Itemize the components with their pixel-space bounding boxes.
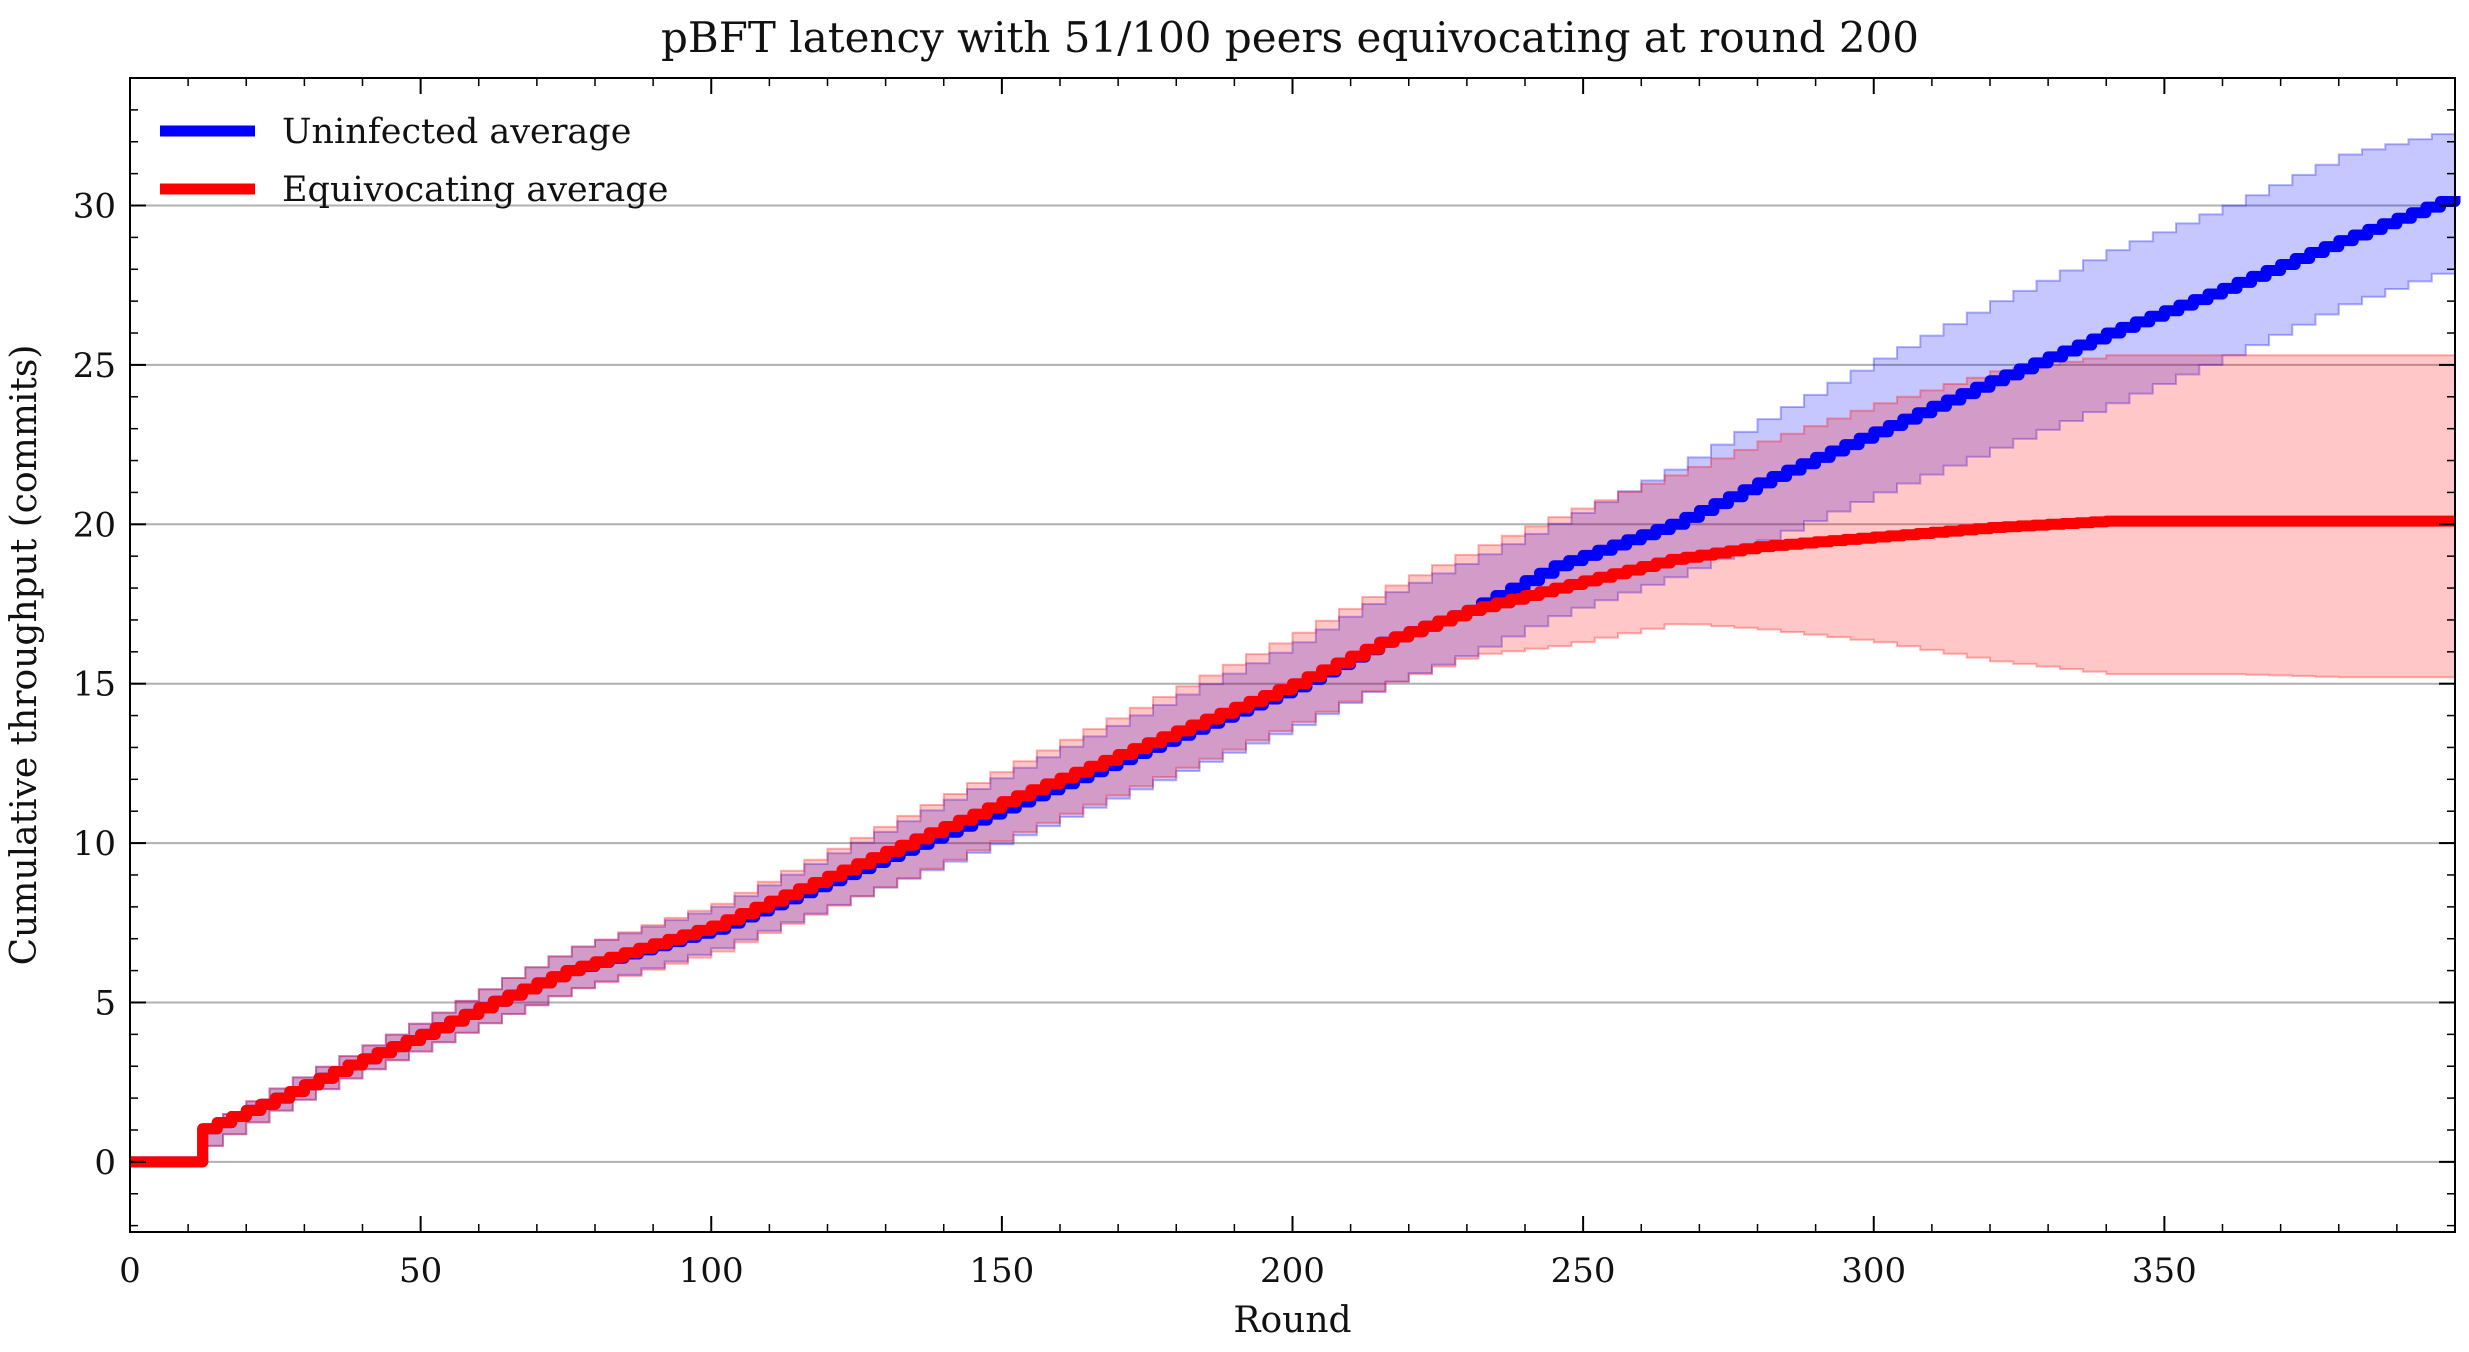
x-tick-label: 350 — [2132, 1251, 2197, 1291]
equivocating-band — [130, 354, 2456, 1163]
x-tick-label: 0 — [119, 1251, 141, 1291]
chart-title: pBFT latency with 51/100 peers equivocat… — [661, 13, 1919, 62]
legend-label: Equivocating average — [282, 170, 668, 210]
y-tick-label: 5 — [94, 983, 116, 1023]
axis-ticks: 0 50 100 150 200 250 300 350 0 5 10 15 20 25 30 — [73, 77, 2455, 1291]
x-tick-label: 150 — [969, 1251, 1034, 1291]
x-tick-label: 200 — [1260, 1251, 1325, 1291]
y-tick-label: 10 — [73, 824, 116, 864]
y-tick-label: 15 — [73, 665, 116, 705]
legend: Uninfected average Equivocating average — [160, 112, 668, 210]
legend-item-equivocating: Equivocating average — [160, 170, 668, 210]
x-tick-label: 50 — [399, 1251, 442, 1291]
y-tick-label: 25 — [73, 346, 116, 386]
x-tick-label: 100 — [679, 1251, 744, 1291]
x-tick-label: 300 — [1841, 1251, 1906, 1291]
y-tick-label: 20 — [73, 505, 116, 545]
x-tick-label: 250 — [1551, 1251, 1616, 1291]
equivocating-average-line — [130, 515, 2455, 1168]
x-axis-label: Round — [1233, 1300, 1351, 1341]
y-tick-label: 30 — [73, 187, 116, 227]
y-tick-label: 0 — [94, 1143, 116, 1183]
grid-layer — [130, 204, 2455, 1163]
y-axis-label: Cumulative throughput (commits) — [4, 345, 45, 966]
legend-label: Uninfected average — [282, 112, 631, 152]
legend-item-uninfected: Uninfected average — [160, 112, 631, 152]
series-lines — [130, 196, 2461, 1168]
